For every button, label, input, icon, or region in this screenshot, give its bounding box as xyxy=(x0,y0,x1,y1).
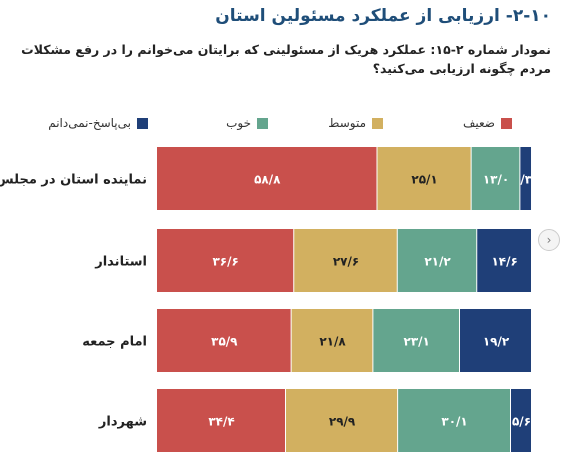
legend-label: بی‌پاسخ-نمی‌دانم xyxy=(48,116,131,130)
bar-segment xyxy=(477,229,531,292)
legend-swatch xyxy=(257,117,268,129)
bar-segment xyxy=(157,389,285,452)
category-label: امام جمعه xyxy=(82,335,147,350)
data-label: ۱۴/۶ xyxy=(491,255,517,269)
bar-segment xyxy=(397,229,477,292)
data-label: ۳۶/۶ xyxy=(212,255,238,269)
legend-label: خوب xyxy=(226,116,251,130)
legend-swatch xyxy=(501,117,512,129)
bar-segment xyxy=(398,389,511,452)
data-label: ۳۵/۹ xyxy=(211,335,238,349)
data-label: ۲۱/۸ xyxy=(319,335,346,349)
legend-item: متوسط xyxy=(328,114,383,132)
bar-segment xyxy=(520,147,532,210)
legend-swatch xyxy=(372,117,383,129)
bar-segment xyxy=(294,229,397,292)
data-label: ۵۸/۸ xyxy=(254,173,281,187)
legend-label: ضعیف xyxy=(462,116,495,130)
bar-segment xyxy=(291,309,373,372)
bar-segment xyxy=(460,309,531,372)
category-label: شهردار xyxy=(98,415,147,430)
legend-item: خوب xyxy=(226,114,268,132)
bar-segment xyxy=(511,389,531,452)
bar-segment xyxy=(157,147,377,210)
legend-label: متوسط xyxy=(328,116,366,130)
legend-item: بی‌پاسخ-نمی‌دانم xyxy=(48,114,148,132)
page-title: ۲-۱۰- ارزیابی از عملکرد مسئولین استان xyxy=(215,6,551,26)
bar-segment xyxy=(471,147,520,210)
bar-segment xyxy=(157,229,294,292)
chart-subtitle: نمودار شماره ۲-۱۵: عملکرد هریک از مسئولی… xyxy=(21,42,551,77)
data-label: ۳۴/۴ xyxy=(208,415,234,429)
legend-swatch xyxy=(137,117,148,129)
data-label: ۳۰/۱ xyxy=(441,415,467,429)
bar-segment xyxy=(373,309,460,372)
data-label: ۲۳/۱ xyxy=(404,335,430,349)
data-label: ۱۳/۰ xyxy=(483,173,509,187)
bar-segment xyxy=(286,389,398,452)
category-label: استاندار xyxy=(94,255,147,270)
bar-segment xyxy=(157,309,291,372)
data-label: ۳/ xyxy=(520,173,532,187)
legend: ضعیف متوسط خوب بی‌پاسخ-نمی‌دانم xyxy=(0,114,561,132)
data-label: ۲۷/۶ xyxy=(333,255,359,269)
legend-item: ضعیف xyxy=(463,114,512,132)
category-label: نماینده استان در مجلس xyxy=(0,173,147,188)
data-label: ۲۹/۹ xyxy=(329,415,356,429)
data-label: ۲۵/۱ xyxy=(411,173,437,187)
data-label: ۲۱/۲ xyxy=(424,255,451,269)
data-label: ۵/۶ xyxy=(512,415,531,429)
chevron-right-icon[interactable]: › xyxy=(538,229,560,251)
data-label: ۱۹/۲ xyxy=(483,335,510,349)
bar-segment xyxy=(377,147,471,210)
